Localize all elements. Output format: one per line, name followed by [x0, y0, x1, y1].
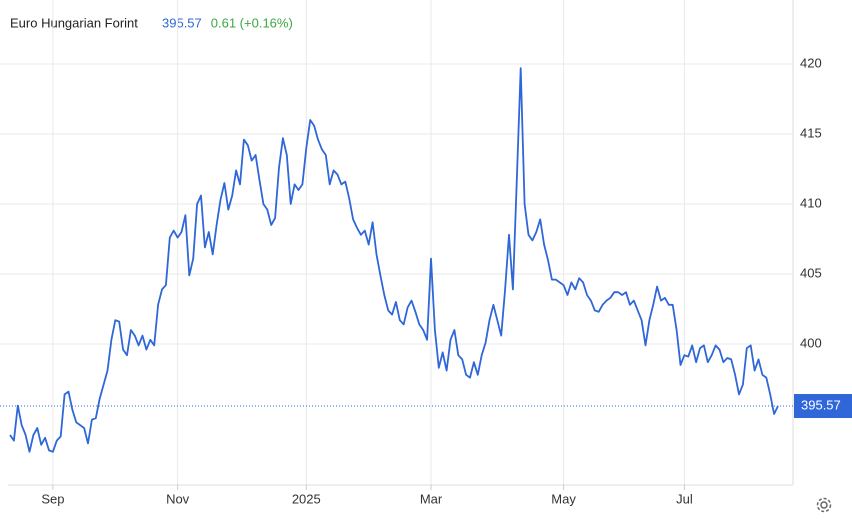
y-tick-label: 415	[800, 125, 822, 140]
x-tick-label: Jul	[676, 491, 693, 506]
x-tick-label: 2025	[292, 491, 321, 506]
price-line	[9, 67, 779, 453]
x-tick-label: Mar	[420, 491, 443, 506]
last-price-label: 395.57	[801, 397, 841, 412]
settings-icon[interactable]	[816, 497, 832, 513]
chart-title: Euro Hungarian Forint	[10, 15, 138, 30]
y-tick-label: 405	[800, 265, 822, 280]
y-tick-label: 400	[800, 335, 822, 350]
y-tick-label: 420	[800, 55, 822, 70]
x-tick-label: Sep	[41, 491, 64, 506]
y-tick-label: 410	[800, 195, 822, 210]
header-change: 0.61 (+0.16%)	[211, 15, 293, 30]
x-tick-label: May	[551, 491, 576, 506]
last-price-box	[794, 394, 852, 419]
header-price: 395.57	[162, 15, 202, 30]
x-tick-label: Nov	[166, 491, 190, 506]
